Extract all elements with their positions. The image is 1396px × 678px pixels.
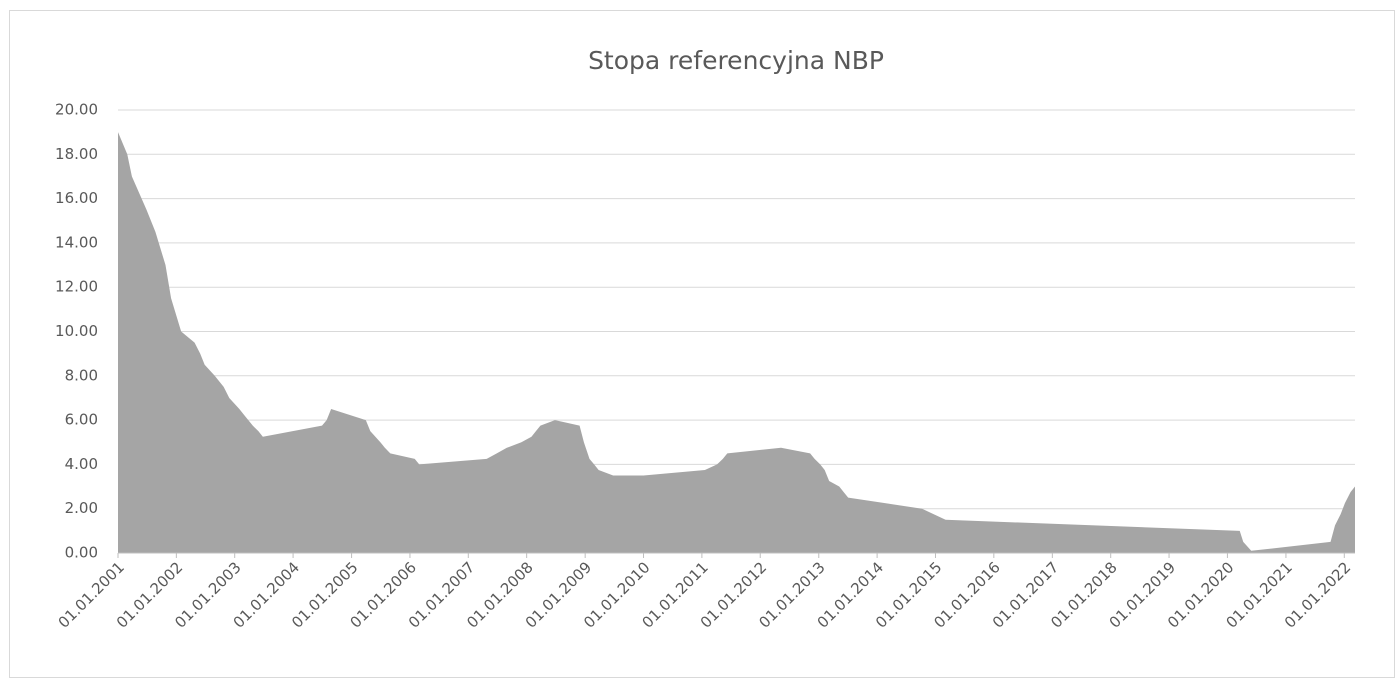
y-tick-label: 14.00 xyxy=(55,233,98,251)
y-tick-label: 8.00 xyxy=(65,366,98,384)
y-tick-label: 0.00 xyxy=(65,544,98,562)
area xyxy=(118,132,1355,553)
y-tick-label: 20.00 xyxy=(55,101,98,119)
y-tick-label: 6.00 xyxy=(65,411,98,429)
y-tick-label: 10.00 xyxy=(55,322,98,340)
y-tick-label: 2.00 xyxy=(65,499,98,517)
y-tick-label: 12.00 xyxy=(55,278,98,296)
y-tick-label: 18.00 xyxy=(55,145,98,163)
chart-title: Stopa referencyjna NBP xyxy=(588,46,884,75)
y-tick-label: 16.00 xyxy=(55,189,98,207)
chart-frame xyxy=(9,10,1395,678)
y-tick-label: 4.00 xyxy=(65,455,98,473)
